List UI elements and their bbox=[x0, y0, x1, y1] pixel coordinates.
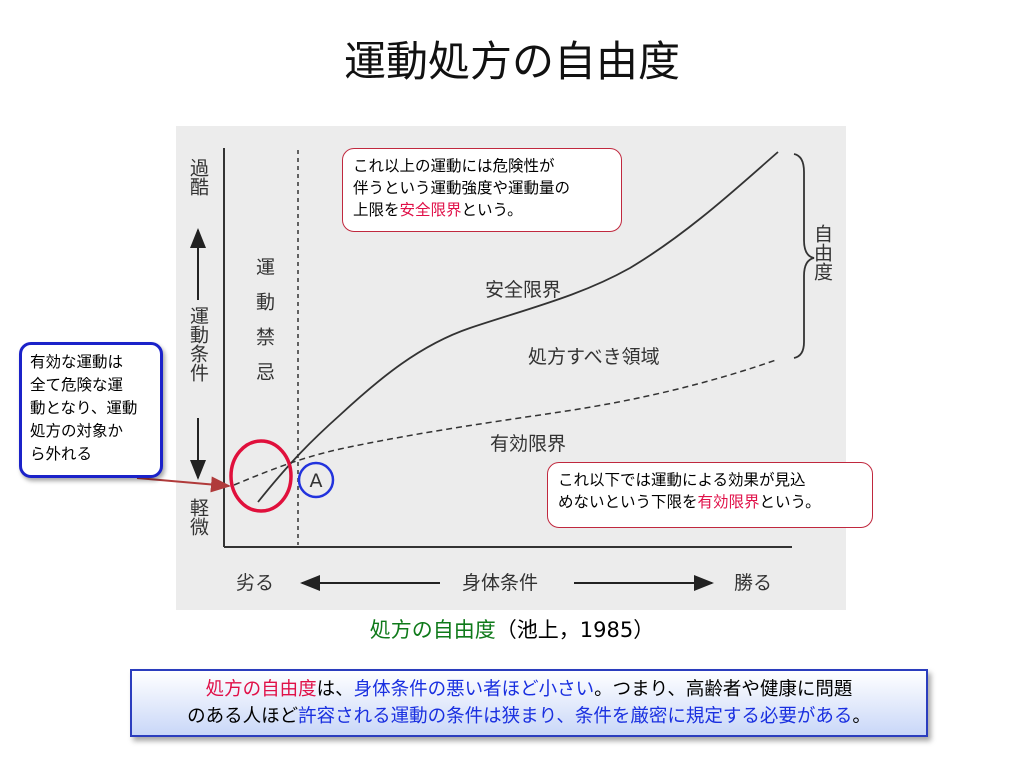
safety-callout-line1: これ以上の運動には危険性が bbox=[353, 157, 555, 175]
summary-text-a: は、 bbox=[316, 679, 354, 700]
y-axis-top-label: 過酷 bbox=[187, 158, 209, 196]
safety-callout-line3-pre: 上限を bbox=[353, 201, 400, 219]
y-axis-middle-label: 運動条件 bbox=[187, 306, 209, 382]
invalid-callout-line1: 有効な運動は bbox=[30, 353, 124, 371]
forbidden-zone-label: 運動禁忌 bbox=[253, 257, 275, 397]
safety-limit-curve bbox=[257, 151, 779, 503]
point-a-circle bbox=[297, 461, 335, 499]
safety-callout-highlight: 安全限界 bbox=[399, 201, 462, 219]
summary-emphasis-2: 許容される運動の条件は狭まり、条件を厳密に規定する必要がある bbox=[298, 706, 853, 727]
x-axis-middle-label: 身体条件 bbox=[462, 572, 539, 594]
summary-box: 処方の自由度は、身体条件の悪い者ほど小さい。つまり、高齢者や健康に問題 のある人… bbox=[130, 669, 928, 737]
summary-text-c: のある人ほど bbox=[187, 706, 299, 727]
callout-pointer-arrow bbox=[136, 476, 231, 493]
forbidden-ellipse bbox=[229, 439, 293, 513]
caption-reference: （池上，1985） bbox=[495, 618, 655, 642]
y-axis-bottom-label: 軽微 bbox=[187, 498, 209, 536]
freedom-label: 自由度 bbox=[811, 224, 833, 281]
summary-line2: のある人ほど許容される運動の条件は狭まり、条件を厳密に規定する必要がある。 bbox=[132, 703, 926, 730]
summary-term: 処方の自由度 bbox=[205, 679, 317, 700]
safety-callout-line2: 伴うという運動強度や運動量の bbox=[353, 179, 571, 197]
summary-emphasis-1: 身体条件の悪い者ほど小さい bbox=[353, 679, 595, 700]
summary-line1: 処方の自由度は、身体条件の悪い者ほど小さい。つまり、高齢者や健康に問題 bbox=[132, 676, 926, 703]
x-axis-right-label: 勝る bbox=[734, 572, 773, 594]
safety-callout-line3: 上限を安全限界という。 bbox=[353, 199, 611, 221]
summary-text-d: 。 bbox=[852, 706, 871, 727]
effective-limit-callout: これ以下では運動による効果が見込 めないという下限を有効限界という。 bbox=[547, 462, 873, 528]
prescription-region-label: 処方すべき領域 bbox=[528, 346, 660, 368]
effective-limit-curve bbox=[233, 359, 777, 486]
effective-limit-label: 有効限界 bbox=[490, 433, 567, 455]
invalid-callout-line4: 処方の対象か bbox=[30, 422, 124, 440]
point-a-label: A bbox=[310, 470, 323, 492]
invalid-exercise-callout: 有効な運動は 全て危険な運 動となり、運動 処方の対象か ら外れる bbox=[19, 342, 163, 478]
invalid-callout-line2: 全て危険な運 bbox=[30, 376, 124, 394]
summary-text-b: 。つまり、高齢者や健康に問題 bbox=[594, 679, 853, 700]
invalid-callout-line3: 動となり、運動 bbox=[30, 399, 138, 417]
slide-title: 運動処方の自由度 bbox=[343, 37, 680, 86]
effective-callout-highlight: 有効限界 bbox=[697, 493, 760, 511]
invalid-callout-line5: ら外れる bbox=[30, 445, 93, 463]
x-axis-left-label: 劣る bbox=[236, 572, 275, 594]
safety-limit-label: 安全限界 bbox=[485, 279, 562, 301]
effective-callout-line1: これ以下では運動による効果が見込 bbox=[558, 471, 806, 489]
caption-title: 処方の自由度 bbox=[369, 618, 496, 642]
effective-callout-line2-post: という。 bbox=[759, 493, 821, 511]
effective-callout-line2-pre: めないという下限を bbox=[558, 493, 698, 511]
effective-callout-line2: めないという下限を有効限界という。 bbox=[558, 491, 862, 513]
safety-limit-callout: これ以上の運動には危険性が 伴うという運動強度や運動量の 上限を安全限界という。 bbox=[342, 148, 622, 232]
freedom-brace bbox=[793, 153, 815, 359]
safety-callout-line3-post: という。 bbox=[461, 201, 523, 219]
figure-caption: 処方の自由度（池上，1985） bbox=[0, 616, 1024, 644]
